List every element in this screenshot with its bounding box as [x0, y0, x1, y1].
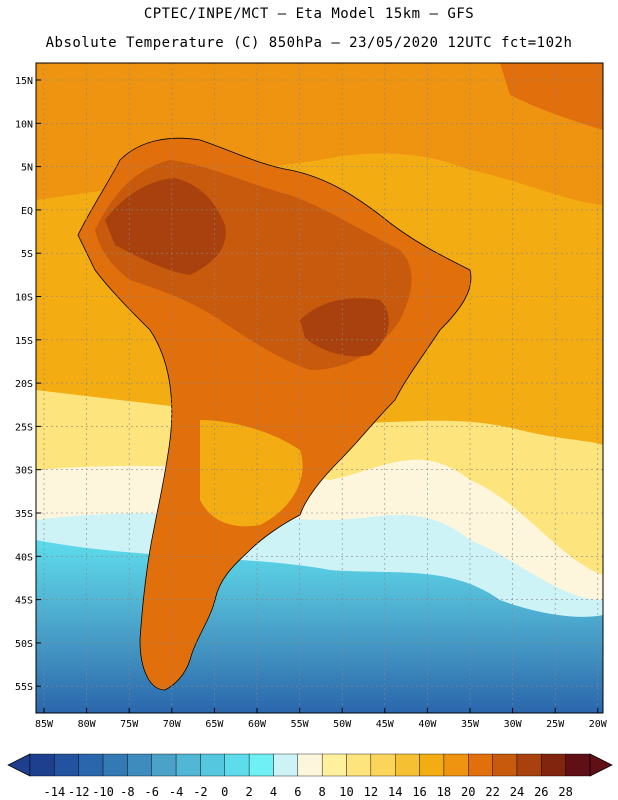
colorbar-swatch	[395, 753, 420, 777]
lon-tick-label: 55W	[291, 719, 310, 730]
lat-tick-label: EQ	[21, 206, 33, 217]
colorbar-swatch	[151, 753, 177, 777]
lon-tick-label: 70W	[163, 719, 182, 730]
colorbar-label: 22	[485, 785, 499, 799]
colorbar-swatch	[321, 753, 347, 777]
very-hot-core-2	[300, 298, 389, 357]
colorbar-label: 12	[364, 785, 378, 799]
colorbar-label: -12	[68, 785, 90, 799]
lat-tick-label: 35S	[15, 509, 33, 520]
lon-tick-label: 45W	[376, 719, 395, 730]
very-hot-core	[105, 178, 226, 275]
colorbar-label: 10	[339, 785, 353, 799]
map-field	[36, 63, 603, 713]
colorbar-label: 28	[558, 785, 572, 799]
colorbar-swatch	[443, 753, 469, 777]
latitude-axis: 15N 10N 5N EQ 5S 10S 15S 20S 25S 30S 35S 40S 45S 50S 5…	[15, 76, 41, 693]
colorbar-low-arrow	[7, 753, 31, 777]
lon-tick-label: 30W	[504, 719, 523, 730]
colorbar-swatch	[127, 753, 152, 777]
lat-tick-label: 10N	[15, 119, 33, 130]
colorbar-swatch	[468, 753, 493, 777]
colorbar-label: 20	[461, 785, 475, 799]
colorbar-swatch	[78, 753, 104, 777]
colorbar-label: 24	[510, 785, 524, 799]
colorbar-label: -8	[120, 785, 134, 799]
colorbar-label: -14	[44, 785, 66, 799]
lat-tick-label: 15N	[15, 76, 33, 87]
lat-tick-label: 25S	[15, 422, 33, 433]
colorbar-swatch	[565, 753, 591, 777]
map-title: CPTEC/INPE/MCT – Eta Model 15km – GFS	[143, 6, 475, 22]
lat-tick-label: 5N	[21, 163, 33, 174]
lat-tick-label: 55S	[15, 682, 33, 693]
colorbar-swatch	[346, 753, 372, 777]
lon-tick-label: 65W	[205, 719, 224, 730]
lon-tick-label: 75W	[120, 719, 139, 730]
lon-tick-label: 25W	[546, 719, 565, 730]
colorbar-label: 14	[388, 785, 402, 799]
lat-tick-label: 30S	[15, 466, 33, 477]
colorbar-swatch	[248, 753, 274, 777]
colorbar-high-arrow	[589, 753, 613, 777]
lat-tick-label: 15S	[15, 336, 33, 347]
colorbar: -14 -12 -10 -8 -6 -4 -2 0 2 4 6 8 10 12 14 16 18 20 22 24 26…	[7, 753, 613, 799]
colorbar-label: 26	[534, 785, 548, 799]
colorbar-swatch	[492, 753, 518, 777]
longitude-axis: 85W 80W 75W 70W 65W 60W 55W 50W 45W 40W 35W 30W 25W 2…	[35, 708, 608, 730]
colorbar-swatch	[175, 753, 201, 777]
colorbar-label: 16	[412, 785, 426, 799]
map-subtitle: Absolute Temperature (C) 850hPa – 23/05/…	[45, 35, 573, 51]
colorbar-swatch	[102, 753, 128, 777]
colorbar-swatch	[370, 753, 396, 777]
colorbar-swatch	[541, 753, 566, 777]
colorbar-label: 18	[437, 785, 451, 799]
colorbar-label: 0	[221, 785, 228, 799]
map-frame	[35, 62, 604, 714]
lat-tick-label: 10S	[15, 293, 33, 304]
lon-tick-label: 85W	[35, 719, 54, 730]
lat-tick-label: 40S	[15, 552, 33, 563]
colorbar-label: -6	[145, 785, 159, 799]
colorbar-swatch	[54, 753, 79, 777]
colorbar-label: -4	[169, 785, 183, 799]
lat-tick-label: 50S	[15, 639, 33, 650]
colorbar-swatch	[200, 753, 225, 777]
colorbar-swatch	[419, 753, 445, 777]
lon-tick-label: 35W	[461, 719, 480, 730]
lon-tick-label: 50W	[333, 719, 352, 730]
lat-tick-label: 5S	[21, 249, 33, 260]
colorbar-label: -2	[193, 785, 207, 799]
colorbar-swatch	[273, 753, 299, 777]
lat-tick-label: 45S	[15, 596, 33, 607]
colorbar-label: 6	[294, 785, 301, 799]
gridlines	[36, 63, 603, 713]
lon-tick-label: 20W	[589, 719, 608, 730]
colorbar-swatch	[29, 753, 55, 777]
lon-tick-label: 40W	[418, 719, 437, 730]
colorbar-label: 2	[246, 785, 253, 799]
southern-cone-cool	[200, 420, 303, 527]
colorbar-swatch	[224, 753, 250, 777]
colorbar-swatch	[516, 753, 542, 777]
colorbar-label: 8	[319, 785, 326, 799]
lat-tick-label: 20S	[15, 379, 33, 390]
lon-tick-label: 60W	[248, 719, 267, 730]
colorbar-label: -10	[92, 785, 114, 799]
lon-tick-label: 80W	[78, 719, 97, 730]
colorbar-swatch	[297, 753, 323, 777]
colorbar-label: 4	[270, 785, 277, 799]
